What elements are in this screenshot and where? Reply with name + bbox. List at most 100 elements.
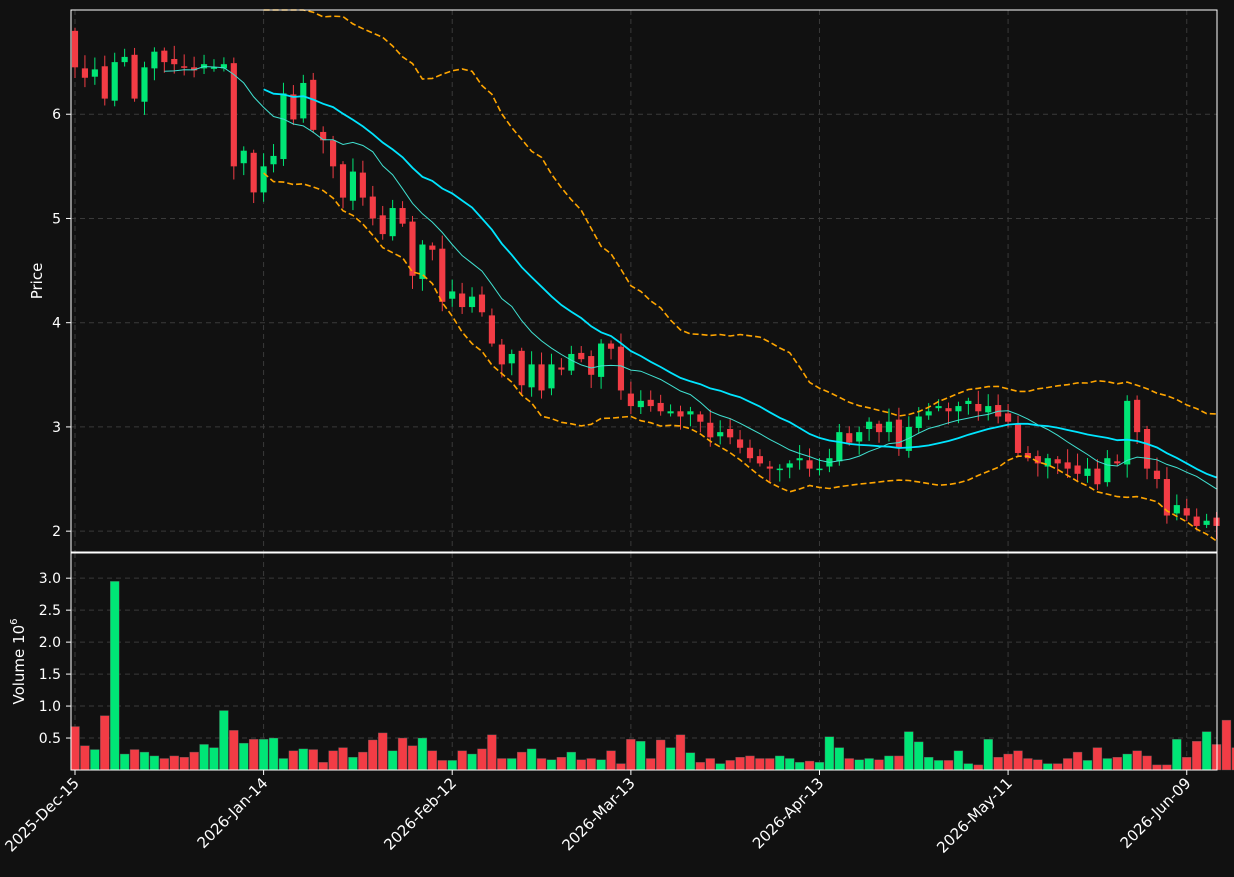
volume-bar xyxy=(1132,750,1142,771)
volume-bar xyxy=(685,752,696,771)
volume-ytick-label: 2.5 xyxy=(39,603,61,619)
candle-body xyxy=(151,51,158,69)
volume-bar xyxy=(1023,758,1033,771)
volume-bar xyxy=(209,747,219,771)
volume-bar xyxy=(894,755,904,771)
candle-body xyxy=(607,343,615,349)
candle-body xyxy=(71,30,79,68)
candle-body xyxy=(766,466,773,469)
volume-bar xyxy=(606,750,616,771)
volume-bar xyxy=(536,758,547,771)
candle-body xyxy=(617,346,625,391)
candle-body xyxy=(280,93,287,160)
candle-body xyxy=(598,343,605,377)
candle-body xyxy=(1014,423,1022,453)
grid-lines xyxy=(71,10,1217,770)
volume-ytick-label: 0.5 xyxy=(39,731,61,747)
candle-body xyxy=(727,429,734,438)
candles xyxy=(71,27,1220,540)
volume-bar xyxy=(646,758,656,771)
candle-body xyxy=(439,248,446,302)
candle-body xyxy=(627,393,634,407)
candle-body xyxy=(528,364,535,388)
candle-body xyxy=(885,421,893,433)
candle-body xyxy=(419,244,426,279)
candle-body xyxy=(836,432,843,462)
volume-bar xyxy=(1043,763,1053,771)
volume-bar xyxy=(159,758,170,771)
candle-body xyxy=(290,94,297,120)
volume-bar xyxy=(933,760,944,771)
volume-bar xyxy=(1082,760,1093,771)
volume-bar xyxy=(90,749,100,771)
volume-bar xyxy=(397,737,408,771)
candle-body xyxy=(925,411,932,416)
candle-body xyxy=(81,68,89,78)
volume-bar xyxy=(407,745,418,771)
volume-bar xyxy=(794,762,805,771)
candle-body xyxy=(240,150,247,164)
volume-bar xyxy=(298,748,308,771)
candle-body xyxy=(181,66,188,68)
candle-body xyxy=(1044,458,1051,467)
volume-ytick-label: 2.0 xyxy=(39,635,61,651)
volume-bar xyxy=(1201,731,1212,771)
volume-bar xyxy=(447,760,457,771)
candle-body xyxy=(260,166,267,193)
volume-bar xyxy=(427,750,438,771)
volume-bar xyxy=(556,757,567,771)
volume-bar xyxy=(1033,759,1043,771)
candle-body xyxy=(647,399,654,407)
volume-bar xyxy=(358,751,368,771)
volume-bar xyxy=(824,736,835,771)
ma-long-line xyxy=(263,88,1217,479)
candle-body xyxy=(1034,456,1041,464)
volume-bar xyxy=(80,745,90,771)
candle-body xyxy=(1163,479,1170,516)
volume-bar xyxy=(348,757,358,771)
volume-bar xyxy=(1142,755,1152,771)
volume-bar xyxy=(775,755,785,771)
volume-bar xyxy=(725,760,735,771)
price-axis-label: Price xyxy=(28,263,46,300)
candle-body xyxy=(915,416,922,428)
candle-body xyxy=(558,367,565,370)
xtick-label: 2026-Feb-12 xyxy=(380,774,460,854)
candle-body xyxy=(806,460,813,469)
volume-bar xyxy=(318,762,328,771)
candle-body xyxy=(816,468,823,471)
price-panel-frame xyxy=(70,9,1218,553)
volume-bar xyxy=(814,762,825,771)
volume-bar xyxy=(378,732,388,771)
volume-bar xyxy=(953,750,964,771)
candle-body xyxy=(866,421,873,430)
candle-body xyxy=(91,69,98,77)
xtick-label: 2026-Mar-13 xyxy=(558,774,638,854)
volume-bar xyxy=(1013,750,1023,771)
candle-body xyxy=(131,54,138,99)
candle-body xyxy=(736,439,744,448)
volume-bar xyxy=(249,739,259,771)
volume-bar xyxy=(914,741,924,771)
volume-bar xyxy=(179,757,189,771)
candle-body xyxy=(250,152,257,193)
candle-body xyxy=(310,79,317,130)
volume-bar xyxy=(963,763,974,771)
candle-body xyxy=(667,411,674,414)
candle-body xyxy=(637,400,644,408)
volume-bar xyxy=(1192,741,1202,771)
volume-bar xyxy=(616,763,626,771)
volume-bar xyxy=(765,758,775,771)
volume-bar xyxy=(804,760,815,771)
xtick-label: 2026-Jan-14 xyxy=(194,774,272,852)
candle-body xyxy=(359,172,366,198)
price-ytick-label: 6 xyxy=(52,107,61,123)
volume-bar xyxy=(110,581,120,771)
candle-body xyxy=(230,63,237,167)
band-lower-line xyxy=(263,172,1217,542)
volume-bar xyxy=(1062,758,1073,771)
candle-body xyxy=(379,215,386,235)
candle-body xyxy=(1005,413,1012,422)
candle-body xyxy=(1143,429,1151,469)
